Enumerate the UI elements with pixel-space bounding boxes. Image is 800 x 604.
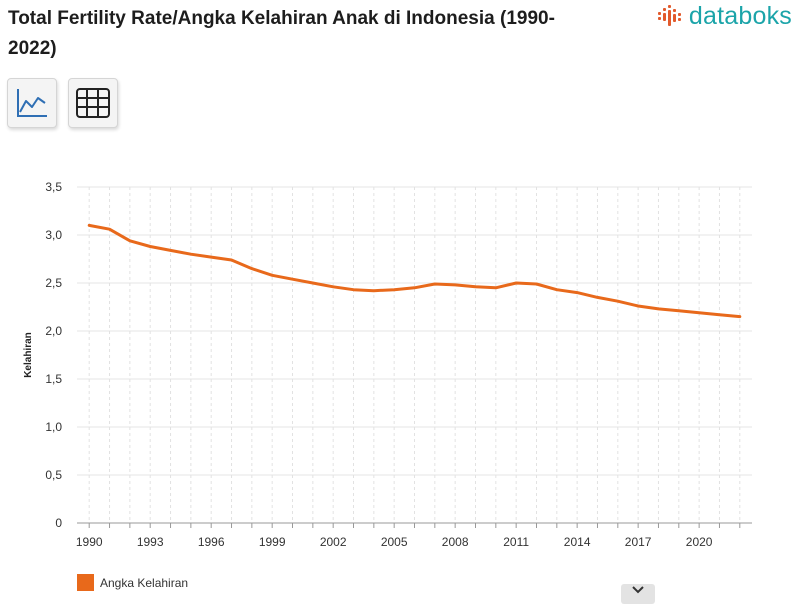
data-point bbox=[393, 288, 396, 291]
line-chart: 0 0,5 1,0 1,5 2,0 2,5 3,0 3,5 1990 1993 1996 1999 20… bbox=[23, 180, 752, 549]
data-point bbox=[637, 305, 640, 308]
data-point bbox=[433, 282, 436, 285]
x-tick-label: 1999 bbox=[259, 535, 286, 549]
data-point bbox=[576, 291, 579, 294]
y-tick-label: 0 bbox=[55, 516, 62, 530]
y-tick-label: 2,0 bbox=[45, 324, 62, 338]
x-tick-label: 1990 bbox=[76, 535, 103, 549]
series-line bbox=[87, 223, 742, 319]
data-point bbox=[230, 258, 233, 261]
legend-label: Angka Kelahiran bbox=[100, 575, 189, 590]
y-tick-label: 1,5 bbox=[45, 372, 62, 386]
brand-logo[interactable]: databoks bbox=[657, 2, 792, 30]
data-point bbox=[88, 224, 91, 227]
x-tick-label: 2014 bbox=[564, 535, 591, 549]
data-point bbox=[352, 288, 355, 291]
data-point bbox=[657, 307, 660, 310]
data-point bbox=[291, 278, 294, 281]
data-point bbox=[616, 300, 619, 303]
legend[interactable]: Angka Kelahiran bbox=[77, 574, 188, 591]
axes bbox=[77, 522, 752, 528]
x-tick-label: 2017 bbox=[625, 535, 652, 549]
data-point bbox=[413, 286, 416, 289]
line-chart-icon bbox=[17, 89, 47, 117]
data-point bbox=[494, 286, 497, 289]
data-point bbox=[311, 282, 314, 285]
data-point bbox=[169, 249, 172, 252]
x-tick-label: 2002 bbox=[320, 535, 347, 549]
x-tick-label: 2020 bbox=[686, 535, 713, 549]
table-view-button[interactable] bbox=[68, 78, 118, 128]
data-point bbox=[515, 282, 518, 285]
data-point bbox=[189, 253, 192, 256]
data-point bbox=[332, 285, 335, 288]
databoks-logo-icon bbox=[657, 5, 681, 26]
data-point bbox=[535, 282, 538, 285]
data-point bbox=[454, 283, 457, 286]
data-point bbox=[698, 311, 701, 314]
brand-name: databoks bbox=[688, 1, 792, 30]
data-point bbox=[718, 313, 721, 316]
y-tick-label: 3,0 bbox=[45, 228, 62, 242]
data-point bbox=[738, 315, 741, 318]
line-view-button[interactable] bbox=[7, 78, 57, 128]
y-tick-label: 2,5 bbox=[45, 276, 62, 290]
data-point bbox=[555, 288, 558, 291]
data-point bbox=[128, 239, 131, 242]
x-tick-label: 1993 bbox=[137, 535, 164, 549]
x-tick-label: 2008 bbox=[442, 535, 469, 549]
data-point bbox=[372, 289, 375, 292]
table-grid-icon bbox=[76, 88, 110, 118]
x-tick-label: 2011 bbox=[503, 535, 529, 549]
y-axis-label: Kelahiran bbox=[23, 332, 34, 378]
collapse-button[interactable] bbox=[621, 584, 655, 604]
data-point bbox=[108, 228, 111, 231]
data-point bbox=[271, 274, 274, 277]
grid-lines bbox=[77, 186, 752, 523]
data-point bbox=[596, 296, 599, 299]
data-point bbox=[250, 267, 253, 270]
data-point bbox=[149, 245, 152, 248]
series-layer bbox=[87, 223, 742, 319]
y-tick-label: 0,5 bbox=[45, 468, 62, 482]
x-tick-label: 2005 bbox=[381, 535, 408, 549]
chevron-down-icon bbox=[632, 586, 644, 594]
chart-title: Total Fertility Rate/Angka Kelahiran Ana… bbox=[8, 8, 555, 59]
y-tick-label: 1,0 bbox=[45, 420, 62, 434]
y-tick-label: 3,5 bbox=[45, 180, 62, 194]
data-point bbox=[474, 285, 477, 288]
tick-labels: 0 0,5 1,0 1,5 2,0 2,5 3,0 3,5 1990 1993 1996 1999 20… bbox=[23, 180, 713, 549]
legend-swatch bbox=[77, 574, 94, 591]
x-tick-label: 1996 bbox=[198, 535, 225, 549]
data-point bbox=[677, 309, 680, 312]
data-point bbox=[210, 256, 213, 259]
